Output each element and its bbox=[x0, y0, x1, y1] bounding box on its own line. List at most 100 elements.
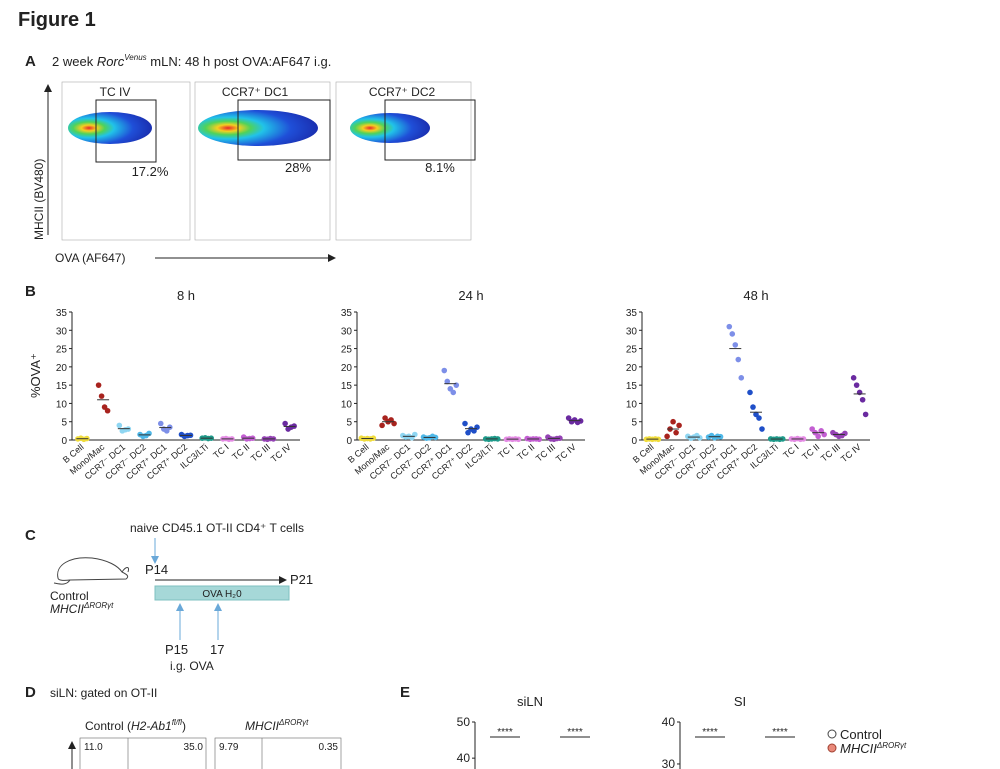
data-point bbox=[732, 342, 739, 348]
y-tick-label: 25 bbox=[56, 345, 68, 356]
significance: **** bbox=[702, 727, 718, 738]
y-tick-label: 30 bbox=[626, 326, 638, 337]
time-point: P21 bbox=[290, 572, 313, 587]
significance: **** bbox=[497, 727, 513, 738]
y-tick-label: 35 bbox=[626, 308, 638, 319]
x-tick-label: TC III bbox=[534, 442, 557, 464]
gate-label: CCR7⁺ DC2 bbox=[369, 85, 436, 99]
y-tick-label: 15 bbox=[341, 381, 353, 392]
y-tick-label: 25 bbox=[341, 345, 353, 356]
y-tick-label: 40 bbox=[662, 715, 676, 729]
data-point bbox=[853, 382, 860, 388]
data-point bbox=[738, 375, 745, 381]
flow-plots bbox=[68, 737, 342, 769]
panel-title: 2 week RorcVenus mLN: 48 h post OVA:AF64… bbox=[52, 53, 331, 69]
gate-label: CCR7⁺ DC1 bbox=[222, 85, 289, 99]
x-axis-label: OVA (AF647) bbox=[55, 251, 125, 265]
data-point bbox=[759, 426, 765, 432]
significance: **** bbox=[772, 727, 788, 738]
quadrant-value: 11.0 bbox=[84, 742, 103, 753]
text: ) bbox=[182, 719, 186, 733]
chart-title: 8 h bbox=[177, 288, 195, 303]
gate-percent: 17.2% bbox=[132, 164, 169, 179]
group-label: MHCIIΔRORγt bbox=[245, 718, 309, 733]
time-point: 17 bbox=[210, 642, 224, 657]
y-tick-label: 10 bbox=[626, 399, 638, 410]
data-point bbox=[157, 420, 164, 427]
data-point bbox=[432, 434, 439, 441]
panel-e: siLN 40 50 **** **** SI 30 40 **** **** bbox=[457, 694, 795, 769]
quadrant-value: 0.35 bbox=[319, 742, 339, 753]
y-tick-label: 20 bbox=[341, 363, 353, 374]
gate-percent: 8.1% bbox=[425, 160, 455, 175]
time-point: P15 bbox=[165, 642, 188, 657]
data-point bbox=[750, 404, 756, 410]
x-tick-label: TC I bbox=[211, 442, 230, 461]
y-tick-label: 30 bbox=[341, 326, 353, 337]
y-tick-label: 40 bbox=[457, 751, 471, 765]
data-point bbox=[282, 420, 288, 427]
data-point bbox=[862, 411, 869, 418]
group-label: MHCIIΔRORγt bbox=[50, 601, 114, 616]
text: ΔRORγt bbox=[876, 741, 907, 750]
data-point bbox=[676, 422, 682, 429]
x-tick-label: TC IV bbox=[269, 442, 293, 464]
data-point bbox=[735, 356, 742, 363]
x-tick-label: TC II bbox=[515, 442, 536, 462]
chart-title: 24 h bbox=[458, 288, 483, 303]
data-point bbox=[104, 407, 111, 414]
legend-label: MHCIIΔRORγt bbox=[840, 741, 907, 756]
flow-plots bbox=[44, 81, 476, 262]
y-tick-label: 20 bbox=[56, 363, 68, 374]
data-point bbox=[444, 378, 451, 385]
data-point bbox=[116, 422, 123, 429]
text: MHCII bbox=[50, 602, 85, 616]
chart-title: 48 h bbox=[743, 288, 768, 303]
data-point bbox=[850, 375, 857, 381]
timeline bbox=[53, 538, 290, 640]
x-tick-label: TC IV bbox=[839, 442, 863, 464]
data-point bbox=[673, 429, 679, 436]
figure-title: Figure 1 bbox=[18, 9, 96, 31]
text: Rorc bbox=[97, 54, 125, 69]
text: Venus bbox=[124, 53, 146, 62]
data-point bbox=[441, 367, 448, 374]
data-point bbox=[747, 389, 753, 396]
text: fl/fl bbox=[172, 718, 182, 727]
x-tick-label: TC I bbox=[781, 442, 800, 461]
panel-label: B bbox=[25, 283, 36, 300]
legend-marker bbox=[827, 743, 837, 753]
group-label: Control bbox=[50, 589, 89, 603]
panel-label: E bbox=[400, 684, 410, 701]
legend-marker bbox=[827, 729, 837, 739]
y-tick-label: 30 bbox=[56, 326, 68, 337]
y-tick-label: 50 bbox=[457, 715, 471, 729]
data-point bbox=[95, 382, 102, 388]
y-tick-label: 0 bbox=[346, 436, 352, 447]
y-axis-label: MHCII (BV480) bbox=[32, 159, 46, 240]
chart-title: SI bbox=[734, 694, 746, 709]
y-tick-label: 15 bbox=[626, 381, 638, 392]
y-tick-label: 30 bbox=[662, 757, 676, 769]
chart-title: siLN bbox=[517, 694, 543, 709]
y-tick-label: 25 bbox=[626, 345, 638, 356]
y-tick-label: 5 bbox=[346, 418, 352, 429]
data-point bbox=[729, 331, 736, 337]
y-tick-label: 10 bbox=[341, 399, 353, 410]
y-axis-label: %OVA⁺ bbox=[28, 353, 43, 398]
y-tick-label: 15 bbox=[56, 381, 68, 392]
text: Control ( bbox=[85, 719, 131, 733]
legend-label: Control bbox=[840, 727, 882, 742]
x-tick-label: TC I bbox=[496, 442, 515, 461]
data-point bbox=[697, 435, 703, 441]
panel-label: A bbox=[25, 53, 36, 70]
x-tick-label: TC III bbox=[819, 442, 842, 464]
annotation: i.g. OVA bbox=[170, 659, 214, 673]
text: ΔRORγt bbox=[278, 718, 309, 727]
y-tick-label: 35 bbox=[56, 308, 68, 319]
data-point bbox=[494, 436, 501, 442]
annotation: naive CD45.1 OT-II CD4⁺ T cells bbox=[130, 521, 304, 535]
gate-label: TC IV bbox=[100, 85, 131, 99]
